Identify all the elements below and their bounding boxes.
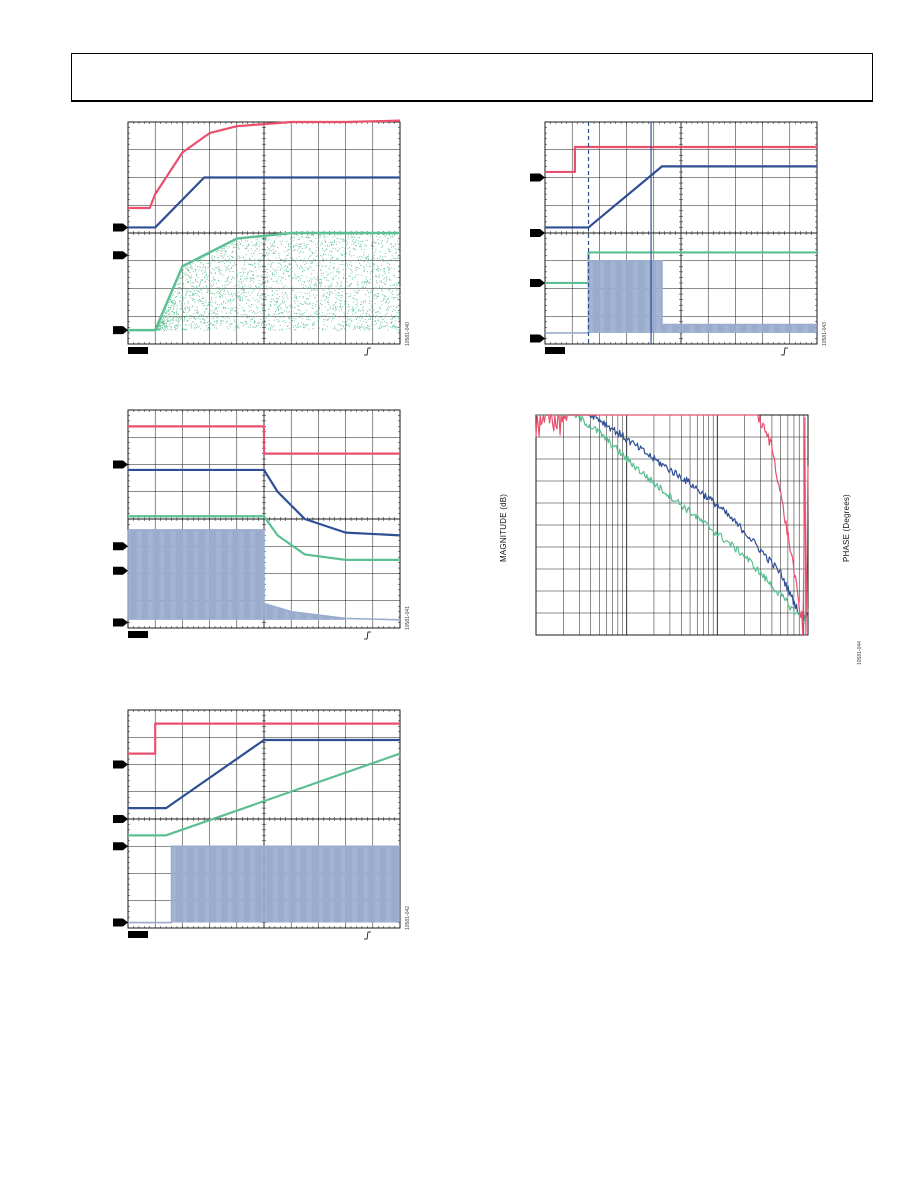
trace-2	[545, 165, 817, 229]
channel-ground-marker	[113, 223, 128, 232]
channel-ground-marker	[113, 918, 128, 927]
trace-3	[128, 231, 400, 332]
trace-1	[128, 425, 400, 455]
trace-3	[128, 752, 401, 837]
bode-plot	[535, 414, 809, 636]
figure-id-5: 10581-044	[857, 641, 863, 665]
trace-1	[128, 722, 400, 755]
trace-4	[128, 529, 401, 621]
scope-figure-2	[113, 409, 401, 640]
trigger-edge-icon	[364, 931, 371, 940]
trace-noise-4	[127, 529, 346, 620]
channel-ground-marker	[530, 229, 545, 237]
scope-plot-2	[113, 409, 401, 640]
trigger-edge-icon	[781, 347, 788, 356]
channel-ground-marker	[113, 566, 128, 575]
trace-4	[545, 259, 817, 334]
channel-ground-marker	[113, 542, 128, 551]
figure-id-1: 10581-040	[405, 322, 411, 346]
channel-ground-marker	[113, 460, 128, 469]
scope-figure-3	[113, 709, 401, 940]
channel-ground-marker	[530, 173, 545, 182]
trace-4	[128, 845, 400, 924]
channel-ground-marker	[530, 278, 545, 287]
figure-id-3: 10581-042	[405, 906, 411, 930]
scope-figure-1	[113, 119, 401, 356]
channel-ground-marker	[113, 815, 128, 823]
bode-trace-2	[536, 414, 809, 624]
trace-2	[128, 176, 400, 229]
figure-id-4: 10581-043	[822, 322, 828, 346]
channel-ground-marker	[113, 326, 128, 335]
channel-status-tag	[128, 347, 148, 354]
channel-ground-marker	[530, 334, 545, 343]
figure-id-2: 10581-041	[405, 606, 411, 630]
trace-noise-4	[588, 260, 817, 333]
trace-2	[128, 468, 401, 537]
trigger-edge-icon	[364, 631, 371, 640]
channel-status-tag	[128, 931, 148, 938]
phase-axis-title: PHASE (Degrees)	[842, 494, 851, 562]
scope-plot-3	[113, 709, 401, 940]
trace-noise-3	[156, 233, 401, 332]
trace-3	[128, 515, 400, 561]
bode-trace-3	[535, 414, 809, 636]
channel-ground-marker	[113, 760, 128, 769]
bode-figure	[535, 414, 809, 636]
trace-noise-4	[171, 846, 400, 923]
scope-figure-4	[530, 121, 818, 356]
scope-plot-4	[530, 121, 818, 356]
channel-status-tag	[128, 631, 148, 638]
scope-plot-1	[113, 119, 401, 356]
channel-ground-marker	[113, 251, 128, 260]
channel-ground-marker	[113, 842, 128, 851]
channel-status-tag	[545, 347, 565, 354]
trace-1	[545, 145, 817, 174]
channel-ground-marker	[113, 618, 128, 627]
trace-1	[128, 119, 401, 210]
page-header-box	[71, 53, 873, 102]
magnitude-axis-title: MAGNITUDE (dB)	[499, 493, 508, 562]
trace-2	[128, 738, 400, 810]
trigger-edge-icon	[364, 347, 371, 356]
